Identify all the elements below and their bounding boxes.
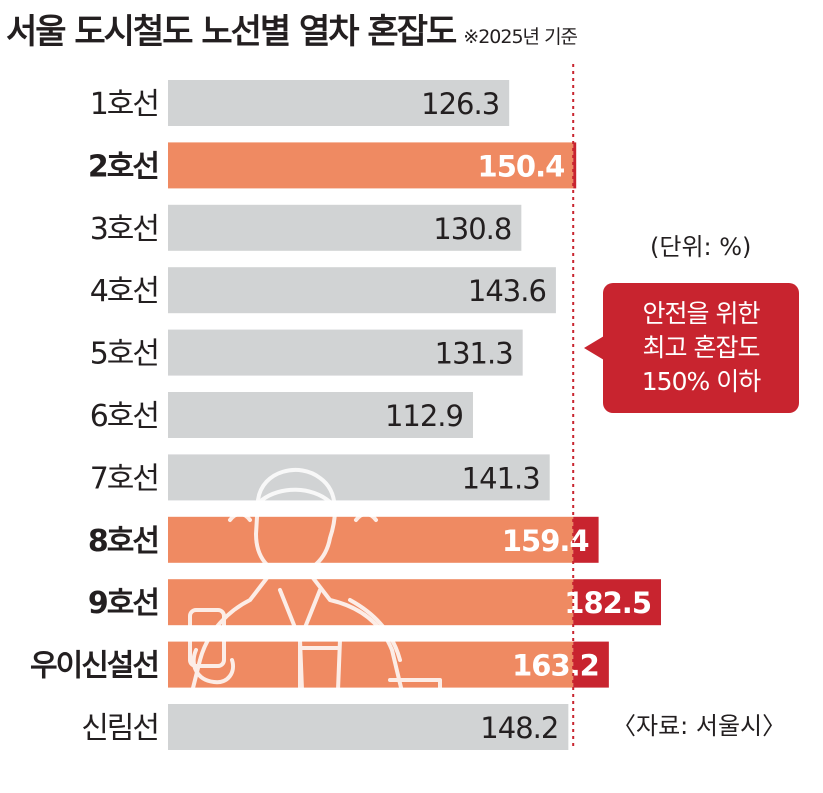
category-label: 5호선 [90, 337, 158, 372]
title-row: 서울 도시철도 노선별 열차 혼잡도 ※2025년 기준 [6, 4, 578, 52]
category-label: 8호선 [88, 524, 158, 559]
bar-1호선 [168, 80, 510, 126]
category-label: 9호선 [88, 586, 158, 621]
value-label: 163.2 [512, 649, 599, 683]
value-label: 143.6 [468, 274, 546, 308]
category-label: 6호선 [90, 399, 158, 434]
bar-2호선 [168, 142, 574, 189]
unit-label: (단위: %) [650, 233, 752, 261]
value-label: 182.5 [564, 586, 651, 620]
bar-6호선 [168, 392, 473, 438]
category-label: 4호선 [90, 274, 158, 309]
chart-title: 서울 도시철도 노선별 열차 혼잡도 [6, 12, 457, 52]
safe-limit-callout: 안전을 위한 최고 혼잡도 150% 이하 [603, 283, 799, 413]
bar-excess-8호선 [573, 516, 599, 563]
bar-3호선 [168, 204, 522, 251]
bar-excess-2호선 [573, 142, 577, 189]
bar-4호선 [168, 267, 556, 314]
bar-excess-9호선 [573, 579, 661, 626]
category-label: 신림선 [81, 711, 158, 746]
chart-subtitle: ※2025년 기준 [463, 26, 578, 48]
bar-8호선 [168, 516, 574, 563]
bars-layer: 1호선 126.3 2호선 150.4 3호선 130.8 4호선 143.6 5호선 131.3… [30, 80, 661, 750]
category-label: 1호선 [90, 87, 158, 122]
value-label: 159.4 [502, 524, 589, 558]
value-label: 130.8 [433, 212, 511, 246]
source-note: 〈자료: 서울시〉 [612, 712, 787, 740]
value-label: 148.2 [480, 711, 558, 745]
value-label: 141.3 [462, 461, 540, 495]
category-label: 7호선 [90, 461, 158, 496]
bar-7호선 [168, 454, 550, 501]
bar-excess-우이신설선 [573, 641, 609, 688]
commuter-illustration [188, 468, 442, 702]
bar-신림선 [168, 704, 569, 750]
callout-pointer [584, 336, 604, 360]
callout-text: 안전을 위한 최고 혼잡도 150% 이하 [641, 299, 761, 396]
value-label: 131.3 [435, 337, 513, 371]
bar-우이신설선 [168, 641, 574, 688]
value-label: 150.4 [478, 149, 565, 183]
value-label: 126.3 [421, 87, 499, 121]
bar-5호선 [168, 329, 523, 376]
category-label: 2호선 [88, 149, 158, 184]
value-label: 112.9 [385, 399, 463, 433]
category-label: 우이신설선 [30, 649, 158, 684]
category-label: 3호선 [90, 212, 158, 247]
